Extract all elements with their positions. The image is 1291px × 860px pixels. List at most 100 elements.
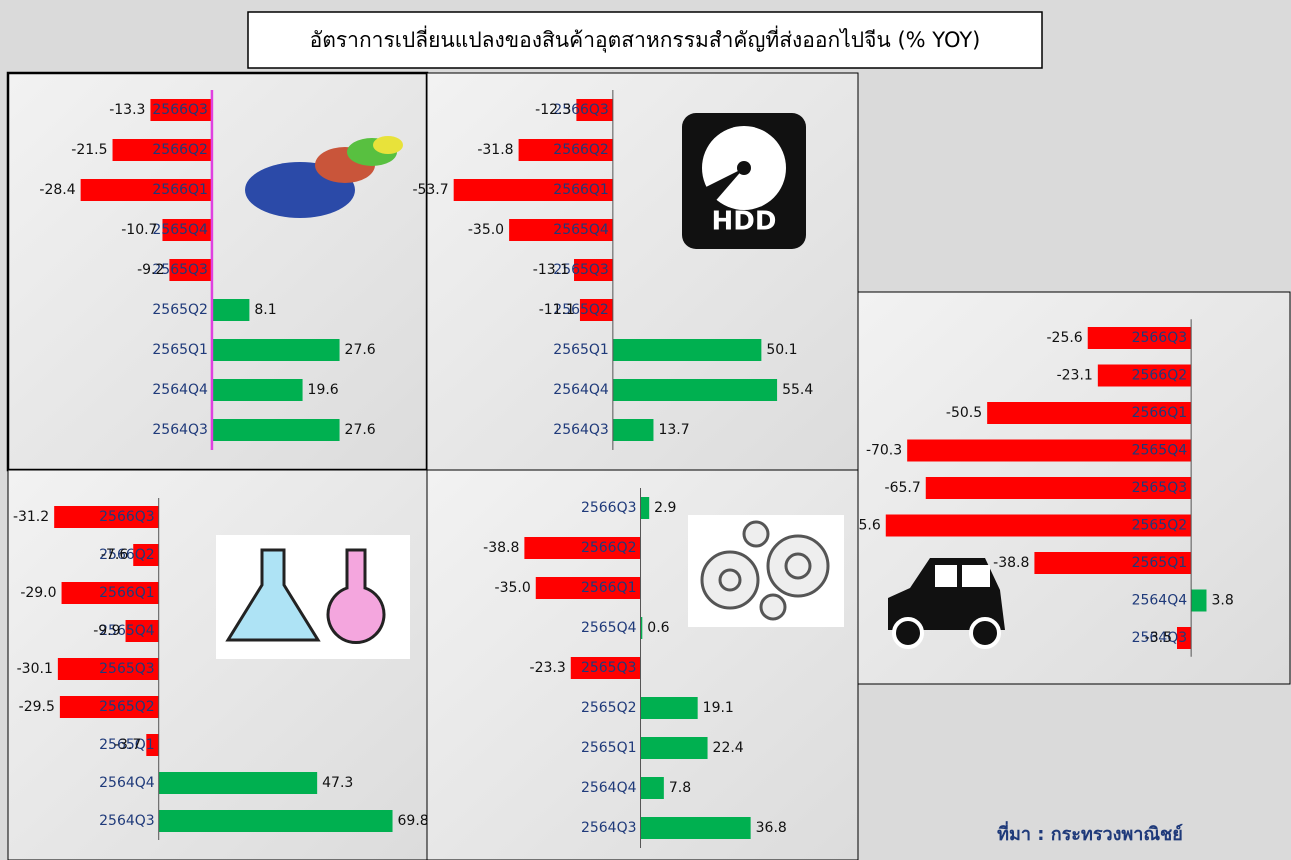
value-label: 36.8 [756,820,787,836]
bar [613,339,762,361]
bar [641,817,751,839]
category-label: 2565Q4 [1132,443,1188,459]
value-label: -31.8 [477,142,513,158]
bar [212,379,303,401]
value-label: -25.6 [1046,330,1082,346]
bar [641,697,698,719]
category-label: 2564Q4 [1132,593,1188,609]
value-label: 69.8 [398,813,429,829]
category-label: 2564Q4 [152,382,208,398]
value-label: -11.1 [539,302,575,318]
hdd-label: HDD [712,207,777,237]
value-label: -70.3 [866,443,902,459]
value-label: 22.4 [713,740,744,756]
bar [212,419,340,441]
value-label: -29.5 [19,699,55,715]
category-label: 2564Q4 [581,780,637,796]
category-label: 2565Q1 [553,342,609,358]
value-label: 13.7 [658,422,689,438]
bar [159,772,317,794]
value-label: -10.7 [121,222,157,238]
value-label: -9.9 [93,623,120,639]
value-label: -23.3 [530,660,566,676]
value-label: -12.3 [535,102,571,118]
value-label: -9.2 [137,262,164,278]
value-label: -38.8 [483,540,519,556]
value-label: -65.7 [885,480,921,496]
value-label: 2.9 [654,500,676,516]
value-label: -23.1 [1057,368,1093,384]
category-label: 2564Q3 [152,422,208,438]
category-label: 2565Q2 [152,302,208,318]
category-label: 2566Q2 [152,142,208,158]
category-label: 2564Q3 [553,422,609,438]
category-label: 2566Q1 [553,182,609,198]
value-label: 55.4 [782,382,813,398]
value-label: -30.1 [17,661,53,677]
value-label: 47.3 [322,775,353,791]
bar [613,379,777,401]
bar [212,339,340,361]
value-label: -53.7 [412,182,448,198]
bar [613,419,654,441]
bar [641,497,650,519]
value-label: 27.6 [345,422,376,438]
value-label: 0.6 [647,620,669,636]
title: อัตราการเปลี่ยนแปลงของสินค้าอุตสาหกรรมสำ… [310,25,981,53]
category-label: 2566Q1 [99,585,155,601]
value-label: 50.1 [766,342,797,358]
value-label: -50.5 [946,405,982,421]
panel [8,73,427,470]
category-label: 2565Q3 [581,660,637,676]
category-label: 2565Q2 [1132,518,1188,534]
category-label: 2565Q3 [1132,480,1188,496]
bar [159,810,393,832]
value-label: -28.4 [39,182,75,198]
category-label: 2564Q4 [553,382,609,398]
bar [212,299,249,321]
category-label: 2566Q3 [152,102,208,118]
value-label: 7.8 [669,780,691,796]
category-label: 2566Q3 [581,500,637,516]
category-label: 2566Q2 [1132,368,1188,384]
value-label: 27.6 [345,342,376,358]
flask-icon [216,535,410,659]
value-label: -29.0 [20,585,56,601]
category-label: 2565Q1 [152,342,208,358]
gears-icon [688,515,844,627]
bar [1191,590,1206,612]
value-label: -35.0 [468,222,504,238]
category-label: 2565Q4 [581,620,637,636]
category-label: 2566Q2 [553,142,609,158]
value-label: -21.5 [71,142,107,158]
value-label: 3.8 [1211,593,1233,609]
category-label: 2566Q3 [99,509,155,525]
category-label: 2564Q3 [581,820,637,836]
value-label: -3.7 [114,737,141,753]
category-label: 2565Q1 [581,740,637,756]
chart: อัตราการเปลี่ยนแปลงของสินค้าอุตสาหกรรมสำ… [0,0,1291,860]
category-label: 2566Q1 [152,182,208,198]
category-label: 2564Q3 [99,813,155,829]
value-label: -31.2 [13,509,49,525]
category-label: 2565Q4 [553,222,609,238]
value-label: -38.8 [993,555,1029,571]
bar [641,777,664,799]
category-label: 2566Q1 [1132,405,1188,421]
infographic: อัตราการเปลี่ยนแปลงของสินค้าอุตสาหกรรมสำ… [0,0,1291,860]
value-label: -13.3 [109,102,145,118]
value-label: 8.1 [254,302,276,318]
category-label: 2565Q1 [1132,555,1188,571]
value-label: -3.5 [1145,630,1172,646]
bar [641,737,708,759]
category-label: 2565Q2 [581,700,637,716]
category-label: 2566Q2 [581,540,637,556]
category-label: 2566Q3 [1132,330,1188,346]
value-label: 19.1 [703,700,734,716]
category-label: 2565Q4 [152,222,208,238]
category-label: 2565Q2 [99,699,155,715]
category-label: 2564Q4 [99,775,155,791]
value-label: 19.6 [308,382,339,398]
value-label: -13.1 [533,262,569,278]
category-label: 2566Q1 [581,580,637,596]
